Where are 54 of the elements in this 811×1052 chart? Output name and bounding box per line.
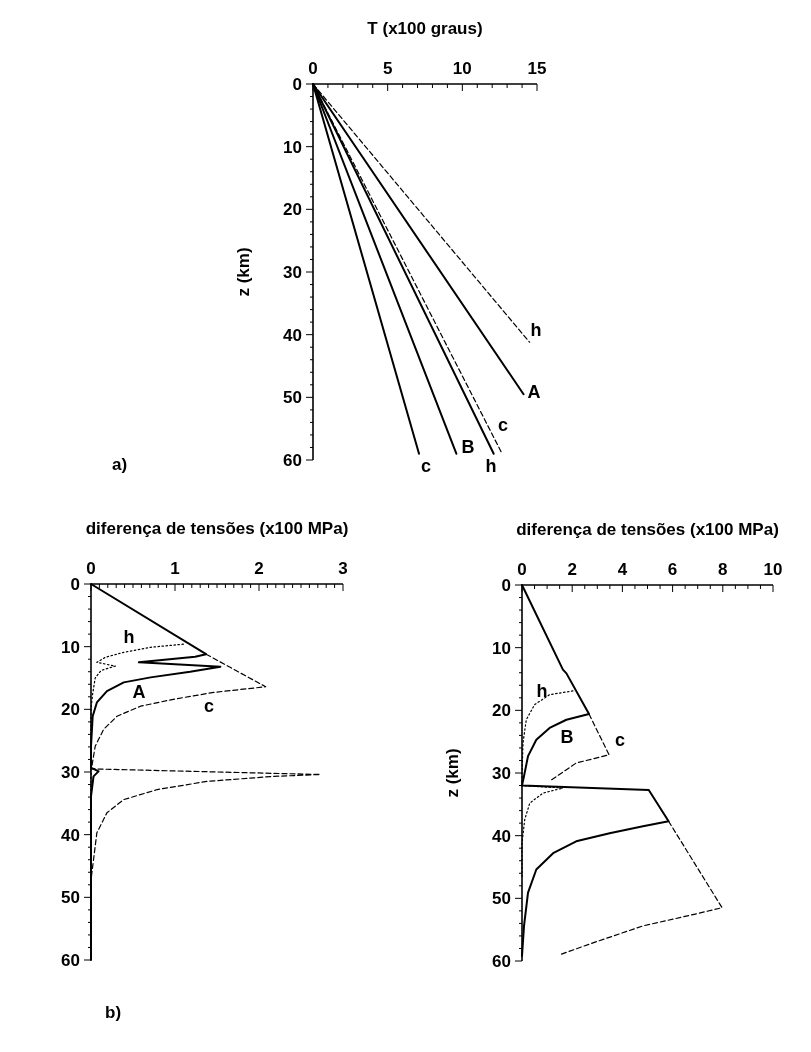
- x-tick-label: 0: [308, 59, 318, 78]
- y-tick-label: 50: [492, 889, 511, 909]
- y-tick-label: 50: [283, 388, 302, 408]
- x-tick-label: 10: [763, 560, 783, 579]
- x-tick-label: 2: [567, 560, 577, 579]
- x-tick-label: 0: [86, 559, 96, 578]
- y-tick-label: 30: [61, 762, 80, 782]
- y-tick-label: 0: [501, 575, 511, 595]
- x-axis-title: diferença de tensões (x100 MPa): [85, 519, 349, 538]
- series-label: c: [614, 730, 626, 751]
- series-label: B: [461, 437, 475, 458]
- x-tick-label: 5: [382, 59, 393, 78]
- y-tick-label: 50: [61, 888, 80, 908]
- y-tick-label: 30: [283, 262, 302, 282]
- y-tick-label: 60: [492, 951, 511, 971]
- x-tick-label: 0: [517, 560, 527, 579]
- x-tick-label: 8: [718, 560, 728, 579]
- y-axis-title: z (km): [234, 247, 253, 297]
- series-label: c: [497, 415, 509, 436]
- x-tick-label: 10: [452, 59, 472, 78]
- series-label: h: [536, 681, 548, 702]
- x-axis-title: T (x100 graus): [367, 19, 483, 38]
- series-label: h: [530, 320, 542, 341]
- y-tick-label: 60: [283, 450, 302, 470]
- text: a): [112, 455, 128, 474]
- x-axis-title: diferença de tensões (x100 MPa): [516, 520, 779, 539]
- y-tick-label: 10: [61, 637, 80, 657]
- y-tick-label: 10: [492, 638, 511, 658]
- y-tick-label: 60: [61, 950, 80, 970]
- series-label: B: [560, 727, 574, 748]
- y-tick-label: 0: [292, 74, 302, 94]
- x-tick-label: 3: [338, 559, 348, 578]
- series-label: A: [527, 382, 541, 403]
- x-tick-label: 1: [170, 559, 180, 578]
- series-label: A: [132, 682, 146, 703]
- y-tick-label: 20: [283, 200, 302, 220]
- y-tick-label: 20: [61, 700, 80, 720]
- y-tick-label: 30: [492, 763, 511, 783]
- x-tick-label: 2: [254, 559, 264, 578]
- series-label: c: [203, 696, 215, 717]
- y-axis-title: z (km): [443, 748, 462, 798]
- series-label: h: [485, 456, 497, 477]
- x-tick-label: 4: [617, 560, 628, 579]
- y-tick-label: 10: [283, 137, 302, 157]
- series-label: c: [420, 456, 432, 477]
- y-tick-label: 40: [61, 825, 80, 845]
- y-tick-label: 40: [492, 826, 511, 846]
- y-tick-label: 20: [492, 701, 511, 721]
- y-tick-label: 0: [70, 574, 80, 594]
- x-tick-label: 15: [527, 59, 547, 78]
- x-tick-label: 6: [667, 560, 678, 579]
- y-tick-label: 40: [283, 325, 302, 345]
- series-label: h: [123, 627, 135, 648]
- text: b): [105, 1003, 122, 1022]
